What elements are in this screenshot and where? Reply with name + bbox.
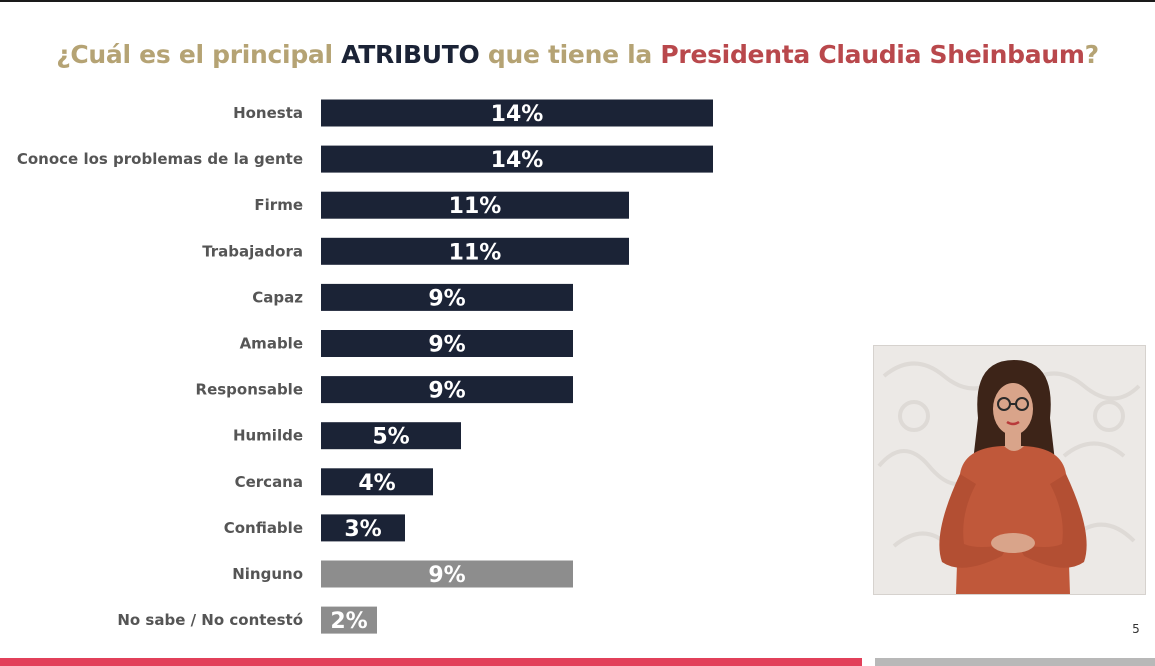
category-label: Honesta	[233, 104, 303, 122]
category-label: Capaz	[252, 288, 303, 306]
bar	[321, 514, 405, 542]
bar	[321, 560, 573, 588]
data-label: 9%	[428, 563, 465, 588]
data-label: 5%	[372, 425, 409, 450]
bar	[321, 283, 573, 311]
title-part-question: ¿Cuál es el principal	[56, 40, 342, 69]
category-label: No sabe / No contestó	[117, 611, 303, 629]
data-label: 11%	[449, 194, 502, 219]
bar	[321, 422, 461, 450]
data-label: 4%	[358, 471, 395, 496]
title-part-middle: que tiene la	[479, 40, 661, 69]
title-part-attribute: ATRIBUTO	[341, 40, 480, 69]
interpreter-image	[877, 360, 1141, 594]
data-label: 2%	[330, 609, 367, 634]
bar	[321, 237, 629, 265]
title-part-president: Presidenta Claudia Sheinbaum	[660, 40, 1085, 69]
data-label: 14%	[491, 102, 544, 127]
data-label: 14%	[491, 148, 544, 173]
category-label: Cercana	[235, 473, 303, 491]
data-label: 9%	[428, 286, 465, 311]
category-label: Conoce los problemas de la gente	[17, 150, 303, 168]
bar	[321, 606, 377, 634]
title-part-end: ?	[1084, 40, 1100, 69]
bar	[321, 191, 629, 219]
top-border	[0, 0, 1155, 2]
category-label: Confiable	[224, 519, 303, 537]
page-number: 5	[1132, 622, 1140, 636]
data-label: 9%	[428, 333, 465, 358]
category-label: Ninguno	[232, 565, 303, 583]
category-label: Responsable	[196, 381, 303, 399]
category-label: Amable	[240, 335, 303, 353]
bar	[321, 99, 713, 127]
category-label: Firme	[254, 196, 303, 214]
data-label: 3%	[344, 517, 381, 542]
bottom-accent-bar	[0, 658, 862, 666]
bar	[321, 376, 573, 404]
sign-language-interpreter-video	[873, 345, 1146, 595]
data-label: 9%	[428, 379, 465, 404]
bar	[321, 145, 713, 173]
bar	[321, 468, 433, 496]
chart-title: ¿Cuál es el principal ATRIBUTO que tiene…	[0, 40, 1155, 69]
data-label: 11%	[449, 240, 502, 265]
category-label: Trabajadora	[202, 242, 303, 260]
bottom-accent-bar-secondary	[875, 658, 1155, 666]
category-label: Humilde	[233, 427, 303, 445]
bar	[321, 330, 573, 357]
